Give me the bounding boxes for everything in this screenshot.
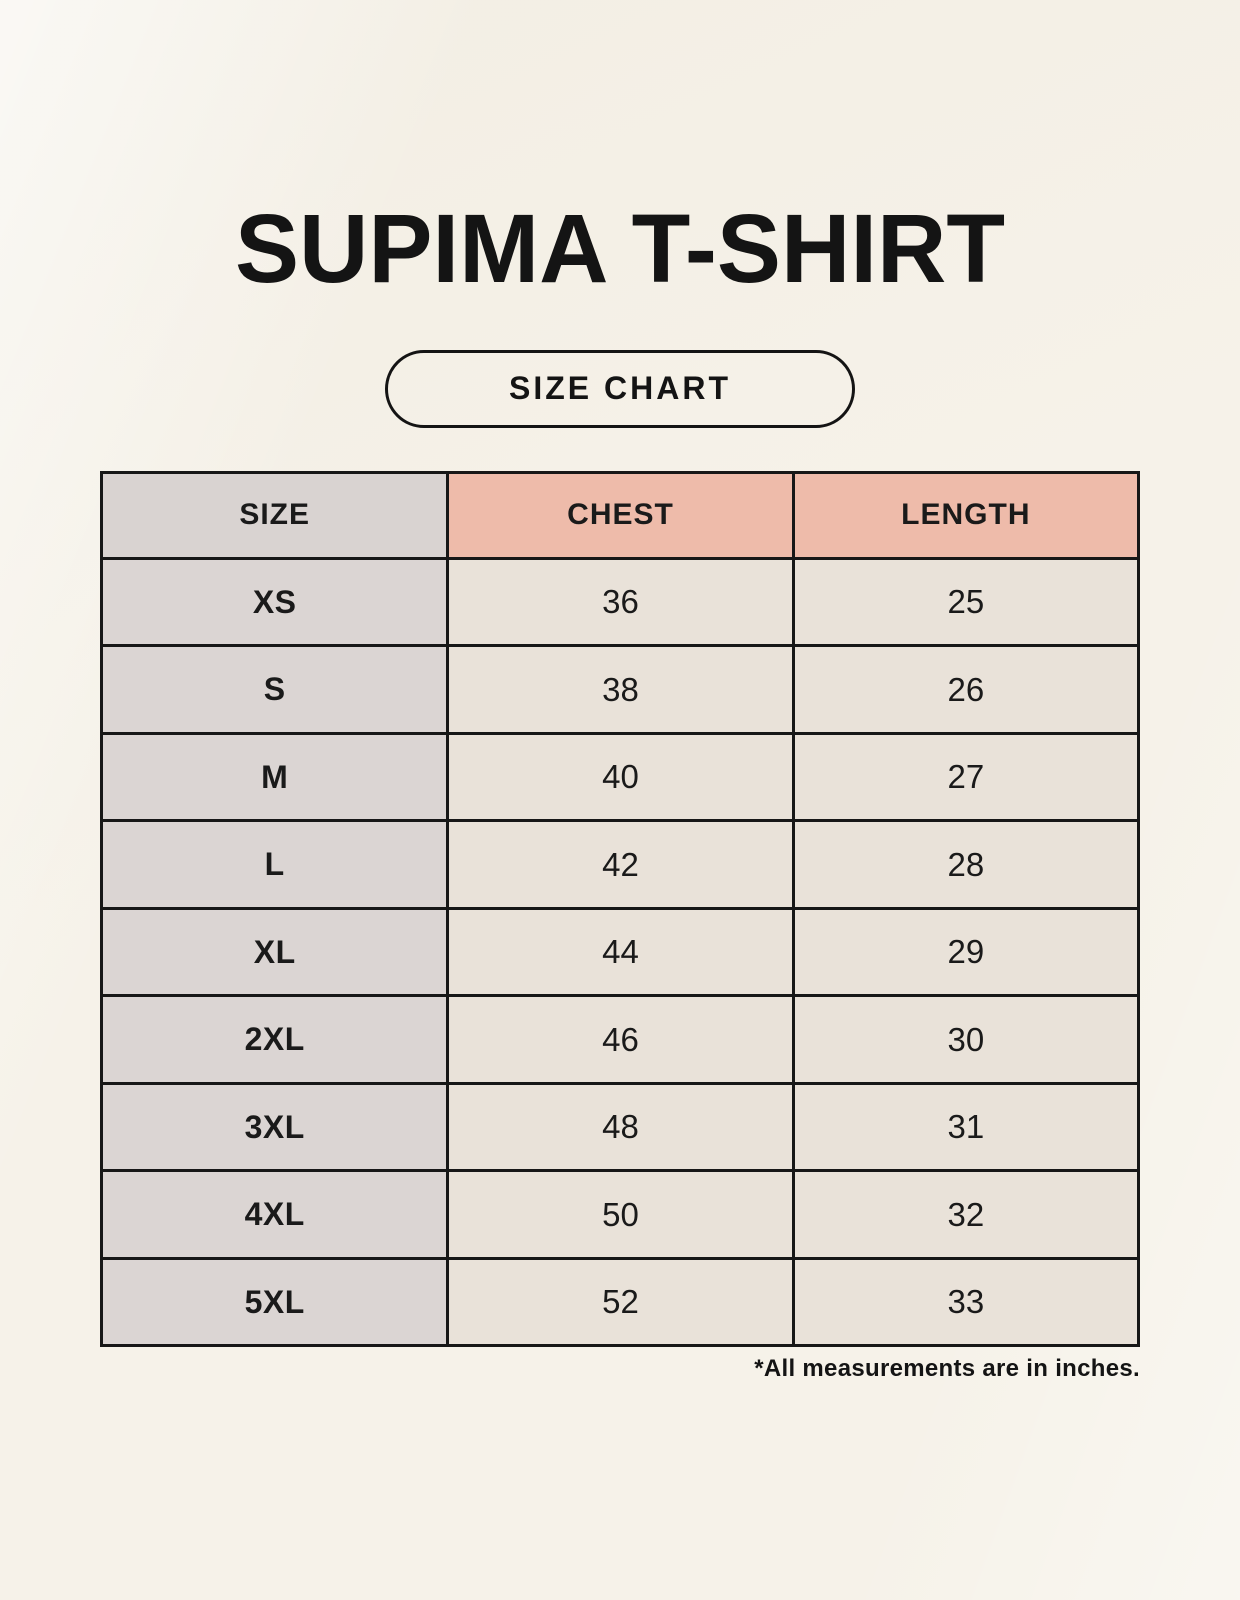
chest-value: 42 [446,819,795,910]
table-row: S 38 26 [99,644,1141,735]
table-row: 4XL 50 32 [99,1169,1141,1260]
chest-value: 36 [446,556,795,648]
column-header-size: SIZE [99,470,450,560]
size-label: 4XL [99,1169,450,1260]
length-value: 31 [791,1081,1141,1173]
size-chart-table-container: SIZE CHEST LENGTH XS 36 25 S 38 26 M 40 … [99,470,1141,1348]
size-label: 2XL [99,994,450,1085]
size-chart-badge-container: SIZE CHART [0,349,1240,428]
measurements-footnote: *All measurements are in inches. [754,1355,1140,1383]
table-header-row: SIZE CHEST LENGTH [99,470,1141,560]
chest-value: 52 [446,1256,795,1348]
chest-value: 40 [446,731,795,823]
table-row: 5XL 52 33 [99,1256,1141,1348]
table-row: M 40 27 [99,731,1141,823]
size-label: 5XL [99,1256,450,1348]
chest-value: 38 [446,644,795,735]
size-chart-table: SIZE CHEST LENGTH XS 36 25 S 38 26 M 40 … [99,470,1141,1348]
size-label: M [99,731,450,823]
length-value: 25 [791,556,1141,648]
column-header-length: LENGTH [791,470,1141,560]
length-value: 26 [791,644,1141,735]
size-label: S [99,644,450,735]
length-value: 29 [791,906,1141,998]
size-label: L [99,819,450,910]
page-title: SUPIMA T-SHIRT [234,194,1006,303]
chest-value: 46 [446,994,795,1085]
size-label: 3XL [99,1081,450,1173]
length-value: 30 [791,994,1141,1085]
table-row: XS 36 25 [99,556,1141,648]
length-value: 32 [791,1169,1141,1260]
chest-value: 50 [446,1169,795,1260]
size-label: XL [99,906,450,998]
size-label: XS [99,556,450,648]
length-value: 27 [791,731,1141,823]
length-value: 28 [791,819,1141,910]
table-row: 3XL 48 31 [99,1081,1141,1173]
chest-value: 48 [446,1081,795,1173]
table-row: L 42 28 [99,819,1141,910]
size-chart-badge: SIZE CHART [385,349,855,428]
column-header-chest: CHEST [446,470,795,560]
table-row: 2XL 46 30 [99,994,1141,1085]
table-row: XL 44 29 [99,906,1141,998]
length-value: 33 [791,1256,1141,1348]
chest-value: 44 [446,906,795,998]
